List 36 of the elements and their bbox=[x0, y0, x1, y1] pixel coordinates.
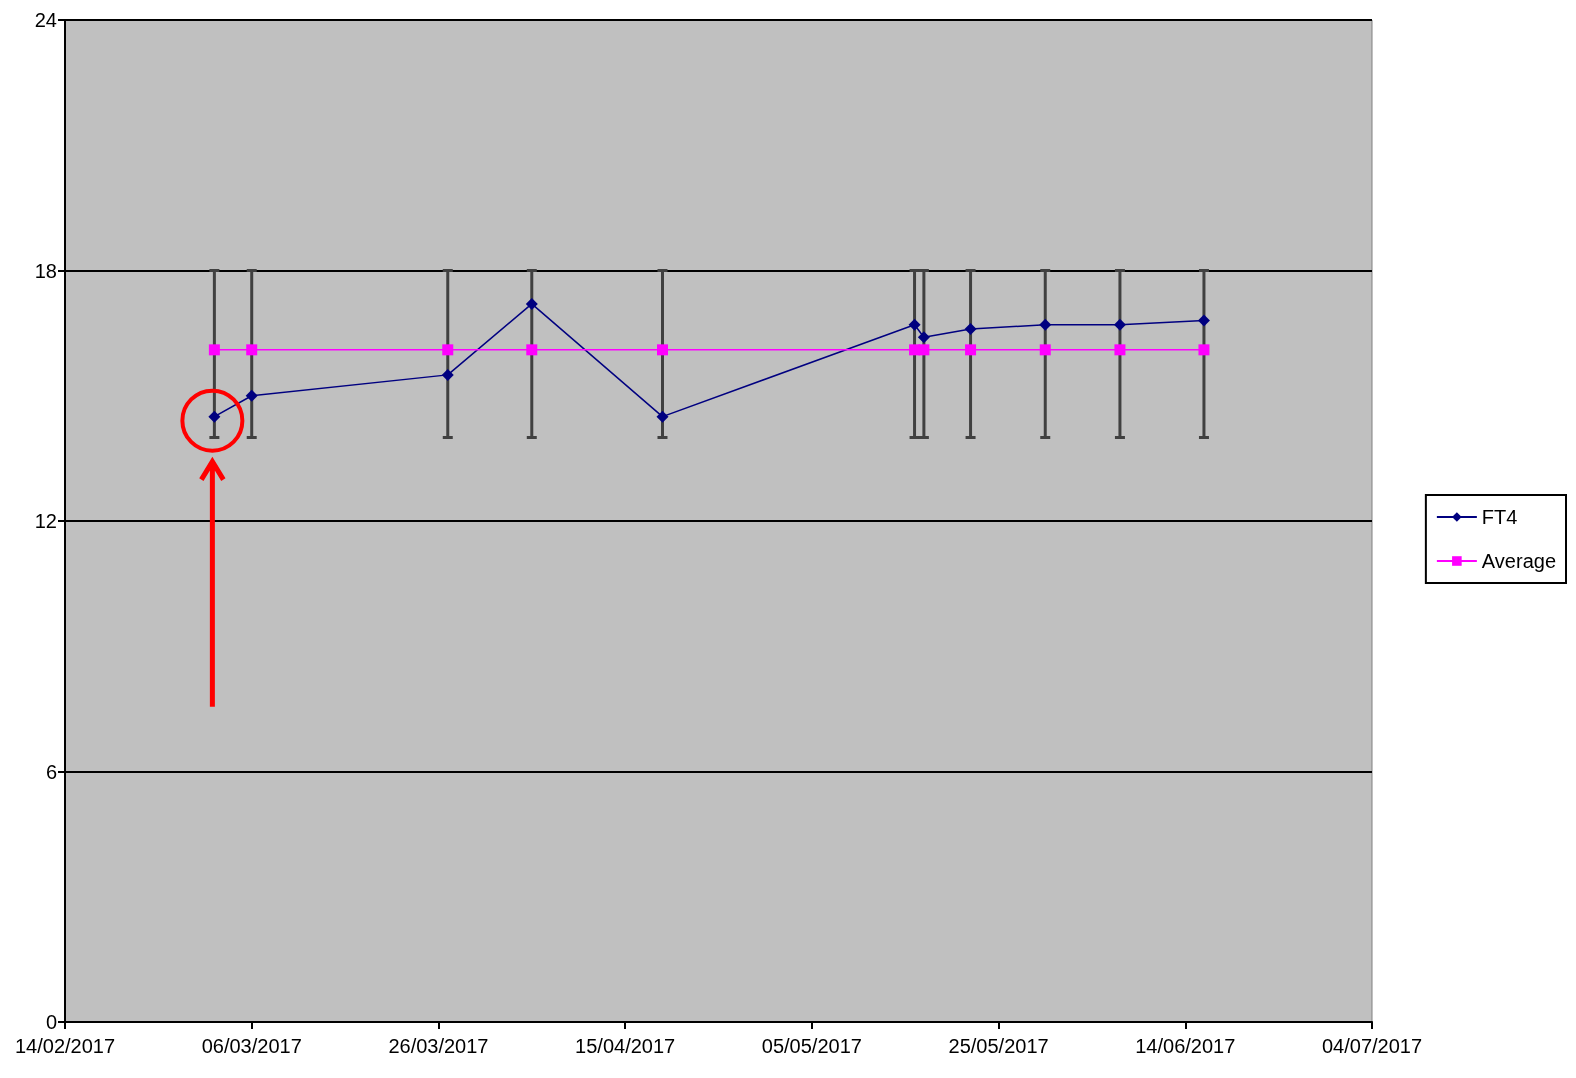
point bbox=[1198, 344, 1210, 356]
legend-label: Average bbox=[1481, 550, 1557, 572]
legend-label: FT4 bbox=[1481, 506, 1518, 528]
point bbox=[245, 389, 258, 402]
point bbox=[442, 344, 454, 356]
point bbox=[1039, 344, 1051, 356]
point bbox=[1114, 344, 1126, 356]
point bbox=[208, 344, 220, 356]
point bbox=[246, 344, 258, 356]
y-tick-label: 12 bbox=[34, 510, 57, 532]
point bbox=[964, 322, 977, 335]
point bbox=[1197, 314, 1210, 327]
point bbox=[526, 344, 538, 356]
y-tick-label: 0 bbox=[45, 1011, 57, 1033]
point bbox=[208, 410, 221, 423]
x-tick-label: 06/03/2017 bbox=[201, 1035, 302, 1057]
point bbox=[917, 331, 930, 344]
x-tick-label: 15/04/2017 bbox=[575, 1035, 676, 1057]
y-tick-label: 6 bbox=[45, 760, 57, 783]
y-tick-label: 18 bbox=[34, 259, 57, 282]
point bbox=[918, 344, 930, 356]
x-tick-label: 14/02/2017 bbox=[14, 1035, 116, 1057]
point bbox=[441, 368, 454, 381]
x-tick-label: 26/03/2017 bbox=[388, 1035, 489, 1057]
x-tick-label: 25/05/2017 bbox=[948, 1035, 1049, 1057]
x-tick-label: 14/06/2017 bbox=[1135, 1035, 1236, 1057]
point bbox=[908, 318, 921, 331]
x-tick-label: 05/05/2017 bbox=[761, 1035, 862, 1057]
y-tick-label: 24 bbox=[34, 9, 57, 31]
point bbox=[656, 344, 668, 356]
point bbox=[1039, 318, 1052, 331]
point bbox=[656, 410, 669, 423]
x-tick-label: 04/07/2017 bbox=[1321, 1035, 1423, 1057]
point bbox=[1113, 318, 1126, 331]
point bbox=[965, 344, 977, 356]
point bbox=[525, 297, 538, 310]
